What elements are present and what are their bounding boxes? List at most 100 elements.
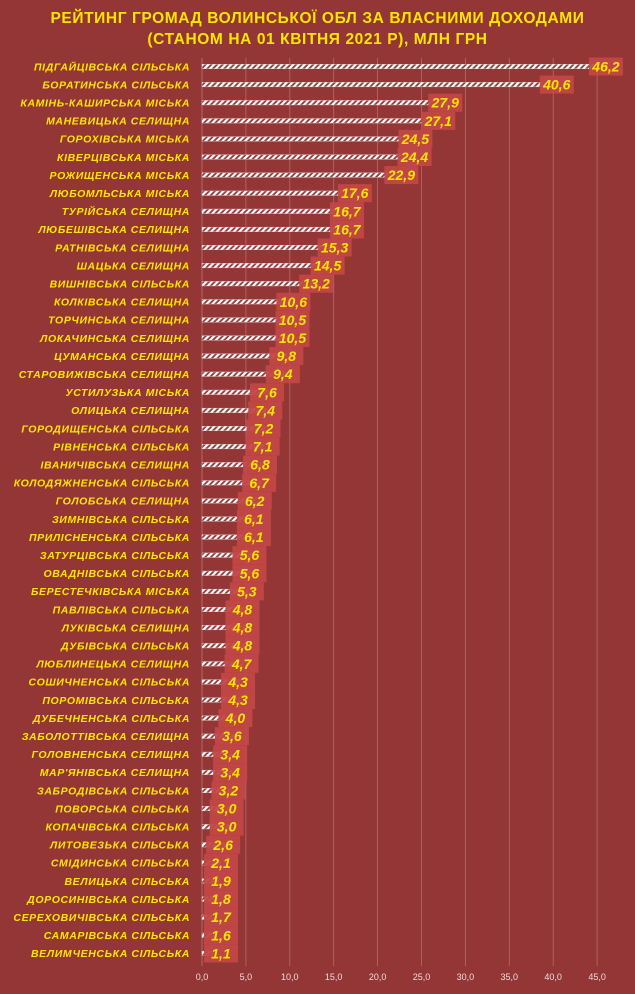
value-label-box xyxy=(229,582,264,601)
value-label-box xyxy=(299,274,334,293)
value-label: 4,3 xyxy=(227,674,248,690)
bar xyxy=(201,64,608,69)
category-label: БОРАТИНСЬКА СІЛЬСЬКА xyxy=(42,79,190,91)
x-tick-label: 40,0 xyxy=(544,972,562,982)
category-label: ОЛИЦЬКА СЕЛИЩНА xyxy=(71,405,190,417)
category-label: БЕРЕСТЕЧКІВСЬКА МІСЬКА xyxy=(31,586,190,598)
bar xyxy=(201,100,448,106)
category-label: ПРИЛІСНЕНСЬКА СІЛЬСЬКА xyxy=(29,532,190,544)
value-label-box xyxy=(232,564,267,583)
category-label: ЛЮБОМЛЬСЬКА МІСЬКА xyxy=(49,188,190,200)
category-label: КАМІНЬ-КАШИРСЬКА МІСЬКА xyxy=(20,98,190,110)
x-axis-ticks: 0,0 5,0 10,0 15,0 20,0 25,0 30,0 35,0 40,0 45,0 xyxy=(196,972,606,982)
category-label: КІВЕРЦІВСЬКА МІСЬКА xyxy=(57,152,190,164)
value-label-box xyxy=(225,636,260,655)
value-label: 6,8 xyxy=(250,457,270,473)
category-label: ВИШНІВСЬКА СІЛЬСЬКА xyxy=(50,279,190,291)
category-label: ЗИМНІВСЬКА СІЛЬСЬКА xyxy=(52,514,190,526)
value-label: 6,1 xyxy=(244,529,264,545)
value-label: 24,5 xyxy=(401,131,429,147)
category-label: ТУРІЙСЬКА СЕЛИЩНА xyxy=(62,205,190,218)
x-tick-label: 10,0 xyxy=(281,972,299,982)
x-tick-label: 0,0 xyxy=(196,972,209,982)
bar xyxy=(201,154,417,160)
value-label-box xyxy=(275,310,310,329)
value-label-box xyxy=(213,763,248,782)
category-label: ТОРЧИНСЬКА СЕЛИЩНА xyxy=(48,315,190,327)
category-label: РІВНЕНСЬКА СІЛЬСЬКА xyxy=(53,441,190,453)
category-label: ЦУМАНСЬКА СЕЛИЩНА xyxy=(54,351,190,363)
value-label-box xyxy=(329,202,364,221)
value-label: 22,9 xyxy=(387,167,415,183)
value-label: 24,4 xyxy=(400,149,428,165)
category-label: ВЕЛИЦЬКА СІЛЬСЬКА xyxy=(64,876,190,888)
category-label: ПОРОМІВСЬКА СІЛЬСЬКА xyxy=(42,695,190,707)
bar xyxy=(201,136,418,142)
value-label: 9,8 xyxy=(277,348,297,364)
value-label-box xyxy=(245,437,280,456)
value-label: 2,1 xyxy=(210,855,231,871)
x-tick-label: 30,0 xyxy=(457,972,475,982)
value-label-box xyxy=(206,835,241,854)
x-tick-label: 15,0 xyxy=(325,972,343,982)
value-label: 10,5 xyxy=(279,330,306,346)
value-label-box xyxy=(250,383,285,402)
value-label: 1,8 xyxy=(211,891,231,907)
category-label: ЛЮБЕШІВСЬКА СЕЛИЩНА xyxy=(37,224,190,236)
chart-title-line-2: (СТАНОМ НА 01 КВІТНЯ 2021 Р), МЛН ГРН xyxy=(147,31,488,48)
category-label: ДУБЕЧНЕНСЬКА СІЛЬСЬКА xyxy=(32,713,190,725)
value-label: 5,6 xyxy=(240,547,260,563)
x-tick-label: 20,0 xyxy=(369,972,387,982)
value-label: 1,6 xyxy=(211,927,231,943)
value-label: 3,2 xyxy=(219,783,239,799)
chart-title-line-1: РЕЙТИНГ ГРОМАД ВОЛИНСЬКОЇ ОБЛ ЗА ВЛАСНИМ… xyxy=(50,10,585,27)
value-label-box xyxy=(232,546,267,565)
value-label-box xyxy=(221,691,256,709)
category-label: ЛЮБЛИНЕЦЬКА СЕЛИЩНА xyxy=(35,659,190,671)
category-label: ДУБІВСЬКА СІЛЬСЬКА xyxy=(60,641,190,653)
value-label: 3,0 xyxy=(217,819,237,835)
bar xyxy=(201,172,404,178)
value-label-box xyxy=(310,256,345,275)
value-label-box xyxy=(204,926,238,945)
value-label-box xyxy=(204,890,238,909)
category-label: СЕРЕХОВИЧІВСЬКА СІЛЬСЬКА xyxy=(13,912,190,924)
value-label-box xyxy=(221,672,256,691)
value-label: 1,7 xyxy=(211,909,232,925)
category-label: КОЛКІВСЬКА СЕЛИЩНА xyxy=(54,297,190,309)
value-label: 6,7 xyxy=(249,475,270,491)
x-tick-label: 5,0 xyxy=(240,972,253,982)
value-label-box xyxy=(236,510,271,528)
bar xyxy=(201,190,357,196)
value-label: 10,6 xyxy=(280,294,307,310)
category-label: ЛУКІВСЬКА СЕЛИЩНА xyxy=(61,622,190,634)
value-label: 6,2 xyxy=(245,493,265,509)
category-label: РОЖИЩЕНСЬКА МІСЬКА xyxy=(49,170,190,182)
value-labels: 46,2 40,6 27,9 27,1 24,5 24,4 22,9 17,6 16,7 16,7… xyxy=(204,57,623,963)
category-label: ГОЛОВНЕНСЬКА СЕЛИЩНА xyxy=(32,749,190,761)
value-label-box xyxy=(384,166,419,185)
value-label: 4,8 xyxy=(232,602,253,618)
category-label: МАР'ЯНІВСЬКА СЕЛИЩНА xyxy=(40,767,190,779)
value-label-box xyxy=(397,148,432,166)
category-label: КОПАЧІВСЬКА СІЛЬСЬКА xyxy=(45,822,190,834)
bar xyxy=(201,226,349,232)
value-label-box xyxy=(428,93,463,112)
category-label: ГОРОДИЩЕНСЬКА СІЛЬСЬКА xyxy=(21,423,190,435)
bar xyxy=(201,118,441,124)
x-tick-label: 45,0 xyxy=(588,972,606,982)
value-label: 7,1 xyxy=(253,439,273,455)
value-label-box xyxy=(214,727,249,746)
value-label-box xyxy=(246,419,281,438)
category-label: ГОЛОБСЬКА СЕЛИЩНА xyxy=(56,496,190,508)
value-label: 17,6 xyxy=(341,185,368,201)
value-label-box xyxy=(218,709,253,728)
value-label: 6,1 xyxy=(244,511,264,527)
category-label: УСТИЛУЗЬКА МІСЬКА xyxy=(65,387,190,399)
value-label: 16,7 xyxy=(333,203,361,219)
value-label: 10,5 xyxy=(279,312,306,328)
value-label-box xyxy=(225,600,260,619)
category-label: КОЛОДЯЖНЕНСЬКА СІЛЬСЬКА xyxy=(14,478,190,490)
category-label: ШАЦЬКА СЕЛИЩНА xyxy=(77,260,190,272)
